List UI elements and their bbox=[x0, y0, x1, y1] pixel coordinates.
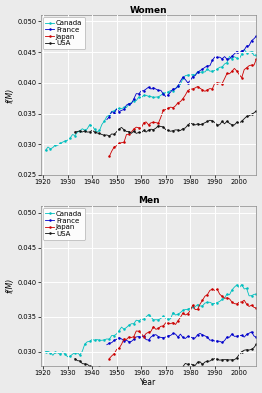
France bbox=[216, 55, 219, 60]
France bbox=[105, 342, 108, 347]
Title: Women: Women bbox=[130, 6, 167, 15]
Line: USA: USA bbox=[74, 110, 257, 137]
France bbox=[132, 337, 135, 342]
USA bbox=[216, 357, 219, 362]
Line: France: France bbox=[106, 331, 257, 345]
Title: Men: Men bbox=[138, 196, 159, 205]
USA bbox=[132, 129, 135, 133]
France bbox=[132, 97, 135, 101]
Japan bbox=[149, 120, 152, 125]
USA bbox=[91, 367, 94, 372]
Y-axis label: f(M): f(M) bbox=[6, 278, 15, 293]
Canada bbox=[135, 318, 138, 323]
USA bbox=[255, 108, 258, 113]
Japan bbox=[255, 306, 258, 310]
USA bbox=[91, 128, 94, 133]
France bbox=[149, 334, 152, 339]
Canada bbox=[44, 148, 47, 153]
Canada bbox=[218, 299, 221, 304]
USA bbox=[105, 370, 108, 375]
Canada bbox=[243, 47, 246, 52]
Line: Canada: Canada bbox=[45, 49, 257, 151]
Japan bbox=[149, 329, 152, 334]
Canada bbox=[152, 318, 155, 322]
Canada bbox=[255, 292, 258, 296]
Canada bbox=[66, 354, 69, 359]
Canada bbox=[93, 338, 96, 342]
Line: USA: USA bbox=[74, 343, 257, 379]
Canada bbox=[44, 349, 47, 354]
Canada bbox=[255, 52, 258, 57]
Canada bbox=[240, 282, 243, 287]
Legend: Canada, France, Japan, USA: Canada, France, Japan, USA bbox=[43, 17, 85, 49]
USA bbox=[78, 129, 81, 133]
Canada bbox=[91, 124, 94, 129]
Japan bbox=[255, 57, 258, 61]
Japan bbox=[132, 334, 135, 339]
X-axis label: Year: Year bbox=[140, 378, 157, 387]
France bbox=[255, 335, 258, 340]
Canada bbox=[81, 349, 84, 354]
Line: Japan: Japan bbox=[109, 288, 257, 359]
Japan bbox=[132, 127, 135, 131]
USA bbox=[255, 342, 258, 346]
France bbox=[255, 34, 258, 39]
France bbox=[216, 339, 219, 343]
Line: Canada: Canada bbox=[45, 284, 257, 357]
Japan bbox=[216, 287, 219, 292]
Line: Japan: Japan bbox=[109, 58, 257, 157]
USA bbox=[216, 123, 219, 127]
USA bbox=[78, 358, 81, 363]
Canada bbox=[78, 129, 81, 133]
Canada bbox=[105, 114, 108, 119]
USA bbox=[149, 127, 152, 132]
Y-axis label: f(M): f(M) bbox=[6, 88, 15, 103]
USA bbox=[132, 370, 135, 375]
Canada bbox=[216, 67, 219, 72]
Line: France: France bbox=[106, 35, 257, 120]
France bbox=[149, 87, 152, 92]
Canada bbox=[149, 94, 152, 99]
Legend: Canada, France, Japan, USA: Canada, France, Japan, USA bbox=[43, 208, 85, 240]
USA bbox=[149, 374, 152, 379]
Canada bbox=[132, 98, 135, 103]
France bbox=[105, 117, 108, 122]
USA bbox=[105, 132, 108, 137]
Canada bbox=[108, 337, 111, 342]
Japan bbox=[216, 81, 219, 85]
